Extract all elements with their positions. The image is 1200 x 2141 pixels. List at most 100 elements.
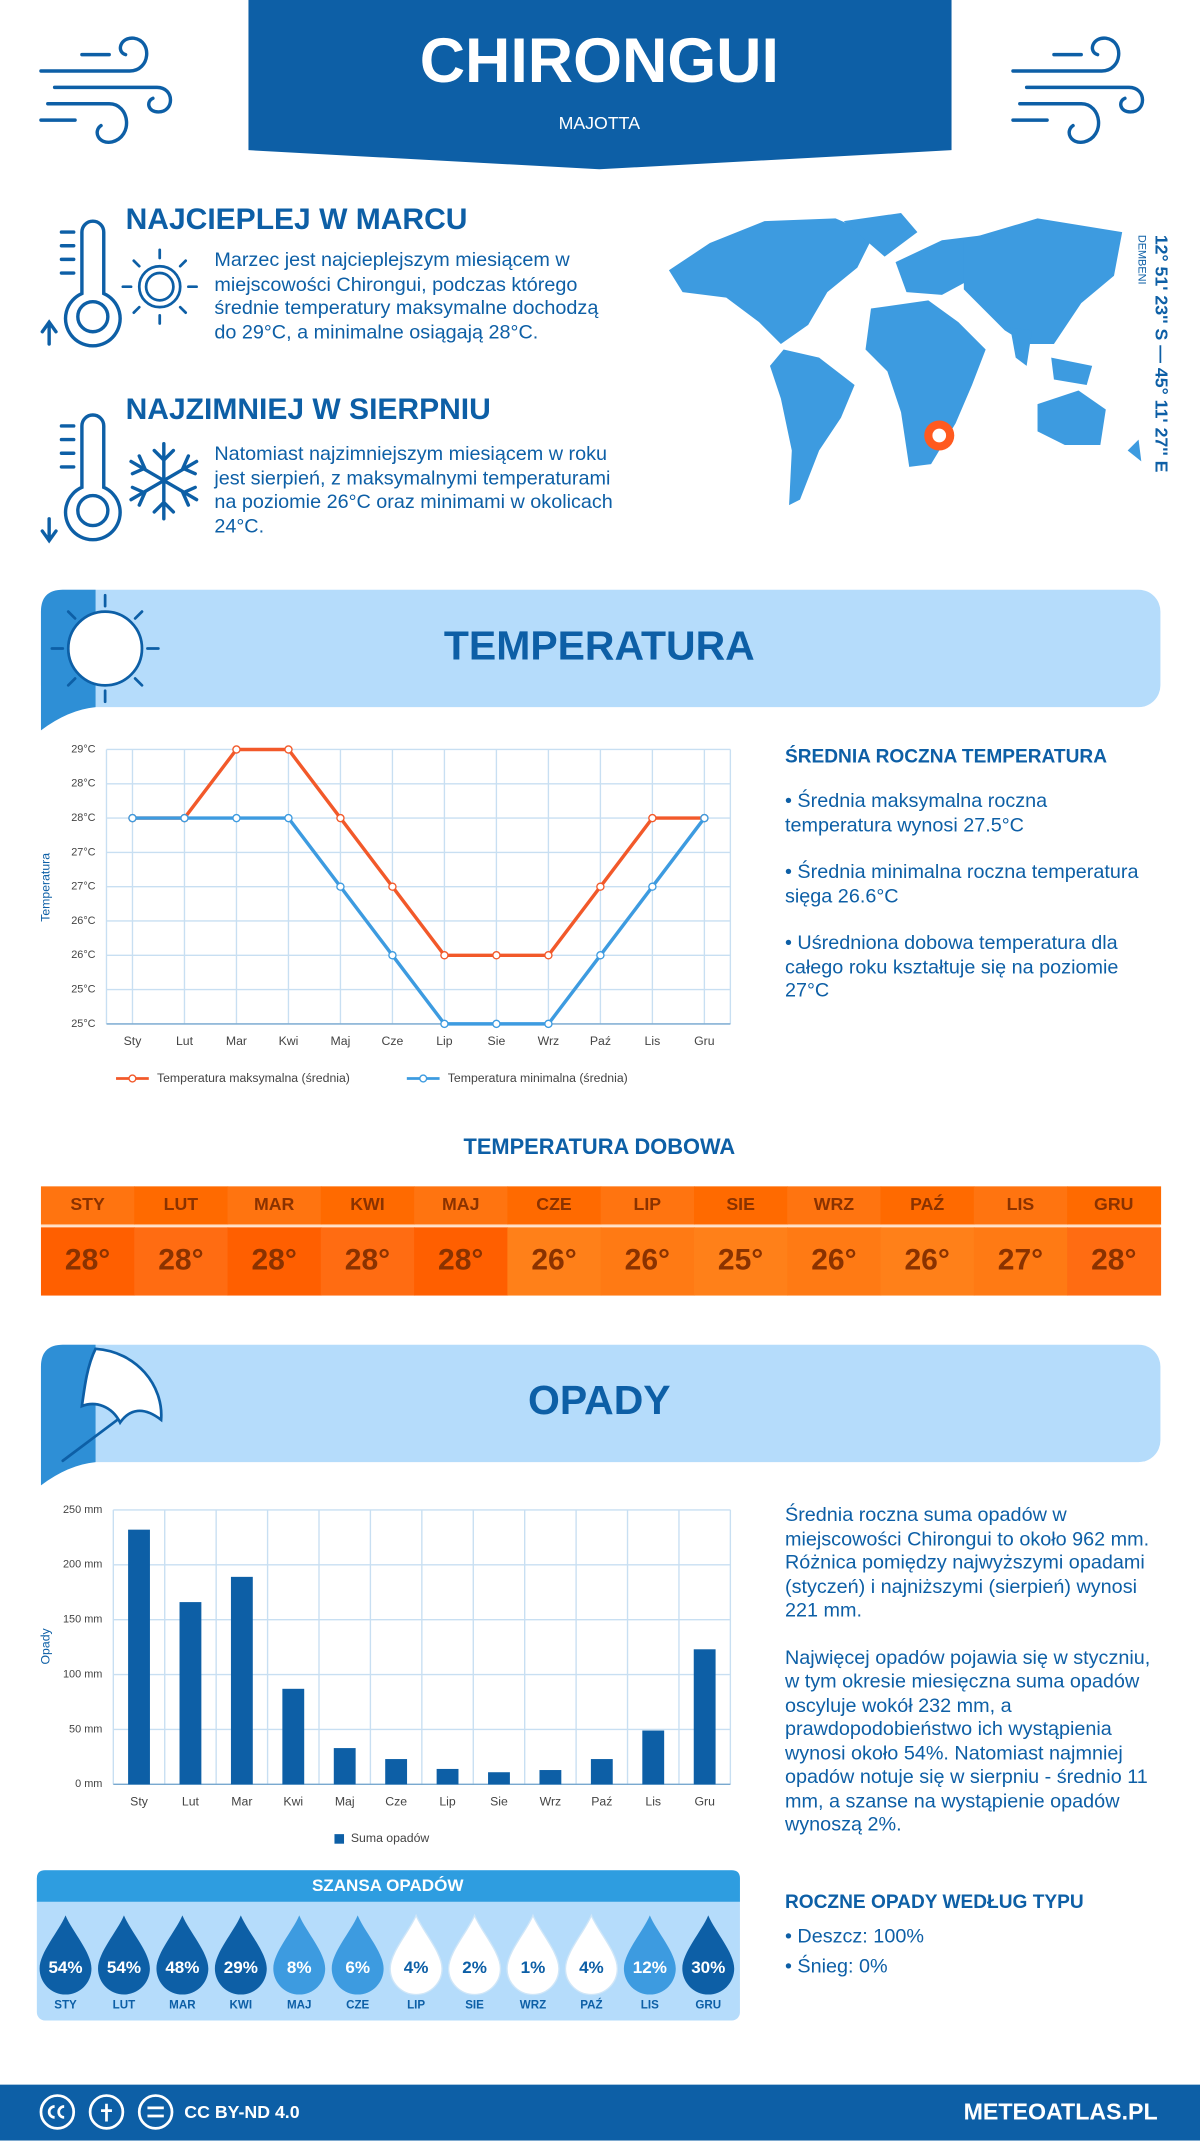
point	[492, 1019, 501, 1029]
chance-month: LIP	[407, 1999, 425, 2012]
point	[284, 813, 293, 823]
y-tick-label: 25°C	[71, 983, 95, 995]
header-banner	[248, 0, 952, 170]
chance-title: SZANSA OPADÓW	[312, 1876, 464, 1895]
x-tick-label: Lip	[436, 1034, 453, 1048]
chance-month: GRU	[695, 1999, 721, 2012]
x-tick-label: Kwi	[279, 1034, 299, 1048]
wind-icon-part	[46, 102, 129, 144]
section-panel	[40, 1344, 1161, 1463]
table-value-cell	[320, 1227, 415, 1296]
wind-icon-part	[39, 52, 111, 122]
world-map-part	[1037, 390, 1106, 446]
temperature-value: 28°	[438, 1243, 483, 1276]
wind-icon-part	[1011, 52, 1083, 122]
world-map-part	[668, 218, 874, 345]
x-tick-label: Cze	[385, 1794, 407, 1808]
chance-value: 29%	[224, 1958, 258, 1977]
table-value-cell	[414, 1227, 509, 1296]
rain-drop	[682, 1915, 735, 1995]
table-value-cell	[40, 1227, 135, 1296]
temperature-value: 28°	[345, 1243, 390, 1276]
legend-label: Temperatura minimalna (średnia)	[448, 1071, 628, 1085]
precipitation-types: • Deszcz: 100% • Śnieg: 0%	[785, 1924, 1151, 1983]
world-map-part	[769, 349, 855, 506]
x-tick-label: Wrz	[538, 1034, 560, 1048]
rain-drop	[623, 1915, 676, 1995]
point	[336, 813, 345, 823]
x-tick-label: Gru	[694, 1034, 714, 1048]
month-label: KWI	[350, 1194, 384, 1214]
sun-icon-part	[137, 264, 182, 309]
y-tick-label: 26°C	[71, 915, 95, 927]
temperature-value: 28°	[251, 1243, 296, 1276]
summary-paragraph: Średnia roczna suma opadów w miejscowośc…	[784, 1504, 1150, 1622]
table-header-cell	[693, 1186, 788, 1225]
y-tick-label: 27°C	[71, 881, 95, 893]
legend-swatch	[334, 1834, 345, 1844]
table-value-cell	[880, 1227, 975, 1296]
point	[492, 951, 501, 960]
table-value-cell	[507, 1227, 602, 1296]
hottest-text: Marzec jest najcieplejszym miesiącem w m…	[214, 249, 599, 344]
y-tick-label: 28°C	[71, 812, 95, 824]
thermometer-icon-part	[63, 413, 122, 542]
sun-icon-part	[144, 271, 175, 302]
rain-drop	[389, 1913, 443, 1996]
legend-label: Temperatura maksymalna (średnia)	[157, 1071, 350, 1085]
table-value-cell	[787, 1227, 882, 1296]
y-axis-label: Temperatura	[39, 853, 53, 922]
rain-drop	[39, 1915, 92, 1995]
point	[284, 745, 293, 754]
types-title: ROCZNE OPADY WEDŁUG TYPU	[785, 1892, 1084, 1913]
point	[232, 745, 241, 754]
umbrella-icon	[61, 1347, 163, 1463]
chance-value: 12%	[633, 1958, 667, 1977]
temperature-value: 28°	[1091, 1243, 1136, 1276]
table-header-cell	[320, 1186, 415, 1225]
panel-accent	[40, 1344, 96, 1486]
region: DEMBENI	[1135, 235, 1147, 285]
world-map-part	[1051, 357, 1093, 385]
snowflake-icon-part	[129, 441, 199, 521]
table-header-cell	[600, 1186, 695, 1225]
type-item: • Śnieg: 0%	[784, 1955, 888, 1978]
table-value-cell	[1067, 1227, 1162, 1296]
coldest-text: Natomiast najzimniejszym miesiącem w rok…	[214, 443, 613, 538]
series-line	[132, 816, 706, 1026]
wind-icon-part	[1024, 85, 1145, 114]
table-value-cell	[134, 1227, 229, 1296]
bar	[128, 1529, 150, 1785]
table-header-cell	[973, 1186, 1068, 1225]
wind-icon-part	[52, 85, 173, 114]
thermometer-icon-part	[76, 493, 110, 528]
chance-month: PAŹ	[580, 1999, 602, 2012]
world-map-part	[843, 212, 918, 257]
x-tick-label: Maj	[331, 1034, 351, 1048]
point	[128, 813, 137, 823]
world-map-part	[1010, 327, 1033, 366]
summary-bullet: • Średnia minimalna roczna temperatura s…	[784, 861, 1139, 908]
thermometer-icon-part	[40, 230, 76, 346]
license-icons-part	[47, 2105, 65, 2119]
hottest-title: NAJCIEPLEJ W MARCU	[126, 203, 468, 236]
temperature-value: 27°	[998, 1243, 1043, 1276]
temperature-value: 26°	[904, 1243, 949, 1276]
table-header-cell	[227, 1186, 322, 1225]
rain-drop	[273, 1915, 326, 1995]
month-label: PAŹ	[910, 1193, 944, 1214]
y-tick-label: 27°C	[71, 846, 95, 858]
chance-value: 54%	[107, 1958, 141, 1977]
chance-header	[36, 1870, 740, 1902]
world-map-part	[865, 300, 986, 467]
rain-drop	[214, 1915, 267, 1995]
month-label: WRZ	[814, 1194, 855, 1214]
series-line	[132, 747, 705, 957]
x-tick-label: Lip	[439, 1794, 456, 1808]
point	[648, 882, 657, 891]
license-icons-part	[137, 2094, 174, 2130]
rain-drop	[506, 1913, 560, 1996]
y-axis-label: Opady	[39, 1627, 53, 1664]
table-header-cell	[787, 1186, 882, 1225]
point	[544, 1019, 553, 1029]
